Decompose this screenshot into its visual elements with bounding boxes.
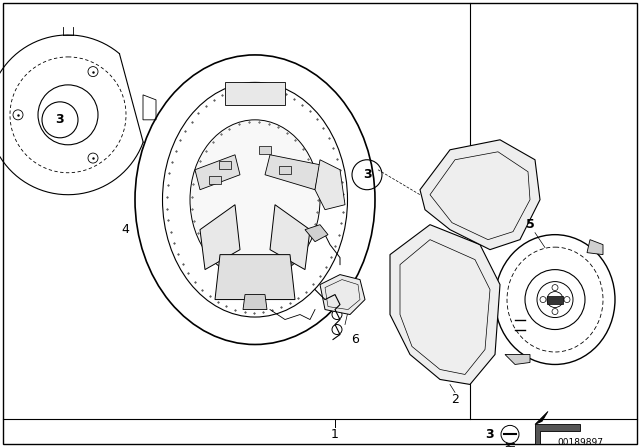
Polygon shape (259, 146, 271, 154)
Polygon shape (505, 354, 530, 365)
Polygon shape (265, 155, 320, 190)
Text: 6: 6 (351, 333, 359, 346)
Polygon shape (195, 155, 240, 190)
Polygon shape (219, 161, 231, 169)
Text: 2: 2 (451, 393, 459, 406)
Polygon shape (535, 411, 548, 424)
Polygon shape (420, 140, 540, 250)
Polygon shape (587, 240, 603, 254)
Polygon shape (315, 160, 345, 210)
Polygon shape (547, 296, 563, 304)
Polygon shape (243, 295, 267, 310)
Text: 00189897: 00189897 (557, 438, 603, 447)
Polygon shape (209, 176, 221, 184)
Polygon shape (270, 205, 310, 270)
Text: 4: 4 (121, 223, 129, 236)
Polygon shape (279, 166, 291, 174)
Text: 3: 3 (56, 113, 64, 126)
Text: 1: 1 (331, 428, 339, 441)
Polygon shape (390, 225, 500, 384)
Polygon shape (200, 205, 240, 270)
Text: 5: 5 (525, 218, 534, 231)
Ellipse shape (190, 120, 320, 280)
Polygon shape (320, 275, 365, 314)
Polygon shape (305, 225, 328, 241)
Polygon shape (215, 254, 295, 300)
Polygon shape (225, 82, 285, 105)
Text: 3: 3 (486, 428, 494, 441)
Polygon shape (535, 424, 580, 444)
Text: 3: 3 (363, 168, 371, 181)
